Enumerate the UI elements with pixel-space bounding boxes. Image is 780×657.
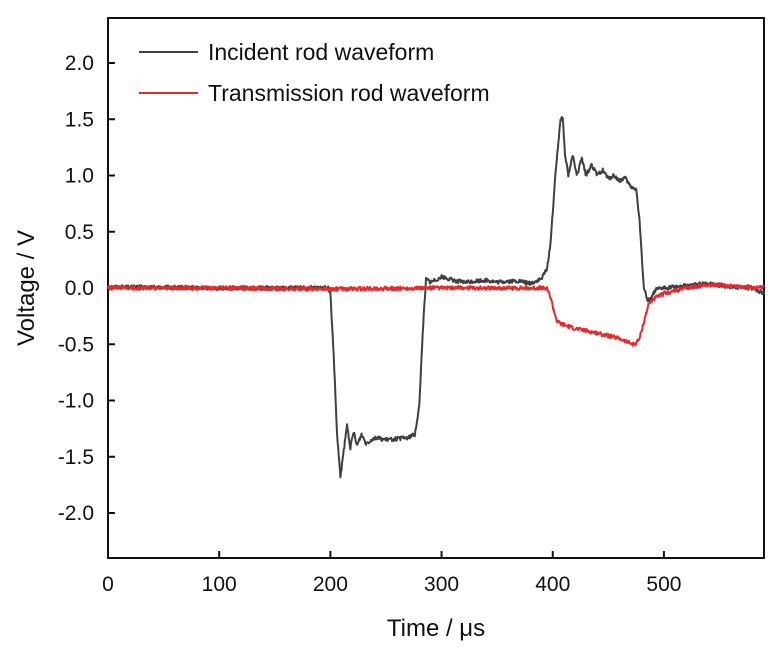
series-lines <box>108 117 764 477</box>
x-tick-label: 0 <box>102 573 114 596</box>
series-line-incident <box>108 117 764 477</box>
x-tick-label: 500 <box>646 573 681 596</box>
x-tick-label: 200 <box>313 573 348 596</box>
x-tick-label: 400 <box>535 573 570 596</box>
series-line-transmission <box>108 283 764 345</box>
y-tick-label: 0.5 <box>65 221 94 244</box>
x-tick-label: 300 <box>424 573 459 596</box>
legend: Incident rod waveform Transmission rod wa… <box>139 39 490 106</box>
y-axis-title: Voltage / V <box>13 230 40 346</box>
y-tick-label: 1.0 <box>65 165 94 188</box>
legend-label: Transmission rod waveform <box>208 80 490 106</box>
y-axis: 2.0 1.5 1.0 0.5 0.0 -0.5 -1.0 -1.5 -2.0 <box>58 52 115 525</box>
legend-label: Incident rod waveform <box>208 39 434 65</box>
chart: 0 100 200 300 400 500 2.0 1.5 1.0 0.5 0.0 -0.5 -1.0… <box>0 0 780 657</box>
x-tick-label: 100 <box>202 573 237 596</box>
y-tick-label: -2.0 <box>58 502 94 525</box>
y-tick-label: 0.0 <box>65 277 94 300</box>
y-tick-label: -0.5 <box>58 333 94 356</box>
x-axis-title: Time / μs <box>387 615 485 642</box>
y-tick-label: 1.5 <box>65 108 94 131</box>
y-tick-label: -1.5 <box>58 446 94 469</box>
y-tick-label: -1.0 <box>58 390 94 413</box>
y-tick-label: 2.0 <box>65 52 94 75</box>
